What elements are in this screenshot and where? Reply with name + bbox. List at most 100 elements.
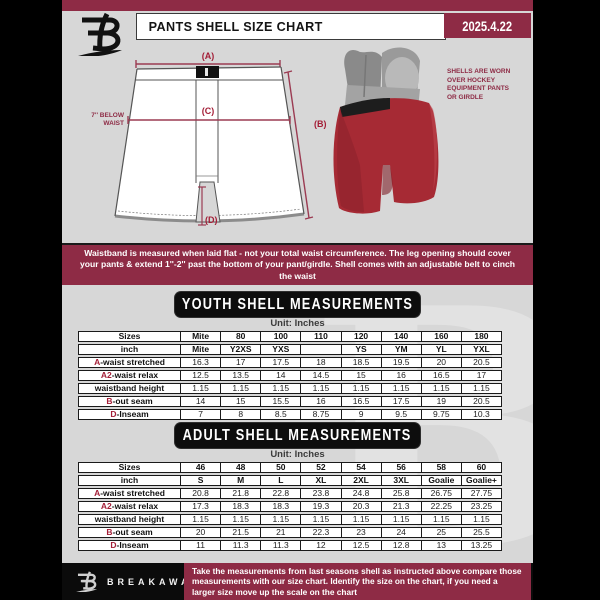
measurement-cell: 24.8	[341, 488, 382, 499]
measurement-cell: 12.8	[381, 540, 422, 551]
measurement-cell: 1.15	[261, 383, 302, 394]
youth-section-heading: YOUTH SHELL MEASUREMENTS	[175, 292, 420, 317]
measurement-cell: 16.5	[341, 396, 382, 407]
measurement-cell: 17.5	[261, 357, 302, 368]
measurement-cell	[301, 344, 342, 355]
top-accent-strip	[62, 0, 533, 11]
measurement-cell: 1.15	[341, 514, 382, 525]
notice-text: Waistband is measured when laid flat - n…	[79, 248, 516, 281]
measurement-cell: 1.15	[461, 383, 502, 394]
measurement-cell: Mite	[181, 344, 222, 355]
measurement-cell: 11	[181, 540, 222, 551]
label-b: (B)	[314, 119, 327, 129]
row-label: D-Inseam	[78, 409, 181, 420]
label-d: (D)	[205, 215, 218, 225]
youth-heading-text: YOUTH SHELL MEASUREMENTS	[181, 295, 414, 313]
table-row: A2-waist relax 12.5 13.5 14 14.5 15 16 16.5 17	[78, 370, 502, 381]
measurement-cell: 160	[421, 331, 462, 342]
row-label: A2-waist relax	[78, 501, 181, 512]
measurement-cell: 9.75	[421, 409, 462, 420]
footer-instructions-text: Take the measurements from last seasons …	[192, 566, 522, 597]
measurement-cell: 48	[221, 462, 262, 473]
measurement-cell: 20.5	[461, 357, 502, 368]
row-label: A2-waist relax	[78, 370, 181, 381]
measurement-cell: 1.15	[221, 514, 262, 525]
row-label: A-waist stretched	[78, 488, 181, 499]
measurement-cell: 20.3	[341, 501, 382, 512]
measurement-cell: 25.8	[381, 488, 422, 499]
measurement-cell: 12.5	[181, 370, 222, 381]
row-label-letter: B	[106, 527, 113, 537]
measurement-cell: 9	[341, 409, 382, 420]
measurement-cell: 23	[341, 527, 382, 538]
measurement-cell: 1.15	[221, 383, 262, 394]
adult-measurements-table: Sizes 46 48 50 52 54 56 58 60 inch S M L XL 2XL 3XL Goal…	[78, 460, 502, 553]
measurement-cell: YL	[421, 344, 462, 355]
measurement-cell: 9.5	[381, 409, 422, 420]
measurement-cell: 22.3	[301, 527, 342, 538]
table-row: A-waist stretched 16.3 17 17.5 18 18.5 19.5 20 2…	[78, 357, 502, 368]
measurement-cell: 120	[341, 331, 382, 342]
measurement-cell: 25.5	[461, 527, 502, 538]
measurement-cell: 16	[381, 370, 422, 381]
table-row: inch Mite Y2XS YXS YS YM YL YXL	[78, 344, 502, 355]
measurement-cell: 18.3	[261, 501, 302, 512]
measurement-cell: 12.5	[341, 540, 382, 551]
measurement-cell: 19.3	[301, 501, 342, 512]
table-row: B-out seam 20 21.5 21 22.3 23 24 25 25.5	[78, 527, 502, 538]
measurement-cell: 16	[301, 396, 342, 407]
measurement-cell: Y2XS	[221, 344, 262, 355]
measurement-cell: 1.15	[381, 383, 422, 394]
measurement-cell: 52	[301, 462, 342, 473]
table-row: waistband height 1.15 1.15 1.15 1.15 1.15 1.15…	[78, 514, 502, 525]
measurement-cell: 8.75	[301, 409, 342, 420]
adult-heading-text: ADULT SHELL MEASUREMENTS	[183, 426, 412, 444]
row-label: B-out seam	[78, 396, 181, 407]
measurement-cell: 16.3	[181, 357, 222, 368]
measurement-cell: 22.25	[421, 501, 462, 512]
table-row: B-out seam 14 15 15.5 16 16.5 17.5 19 20.5	[78, 396, 502, 407]
measurement-cell: 10.3	[461, 409, 502, 420]
page-title-box: PANTS SHELL SIZE CHART	[136, 13, 446, 40]
measurement-cell: YXL	[461, 344, 502, 355]
measurement-cell: M	[221, 475, 262, 486]
measurement-cell: 7	[181, 409, 222, 420]
measurement-cell: 1.15	[421, 514, 462, 525]
measurement-cell: 21.3	[381, 501, 422, 512]
row-label-letter: A	[94, 357, 101, 367]
measurement-cell: 26.75	[421, 488, 462, 499]
row-label: inch	[78, 344, 181, 355]
measurement-cell: 11.3	[221, 540, 262, 551]
row-label-letter: D	[110, 540, 117, 550]
measurement-cell: 180	[461, 331, 502, 342]
measurement-cell: YS	[341, 344, 382, 355]
measurement-cell: 1.15	[261, 514, 302, 525]
measurement-cell: 20	[421, 357, 462, 368]
measurement-cell: 17.3	[181, 501, 222, 512]
table-row: Sizes Mite 80 100 110 120 140 160 180	[78, 331, 502, 342]
measurement-cell: YM	[381, 344, 422, 355]
measurement-cell: 1.15	[421, 383, 462, 394]
row-label: B-out seam	[78, 527, 181, 538]
row-label: waistband height	[78, 514, 181, 525]
measurement-notice-banner: Waistband is measured when laid flat - n…	[62, 243, 533, 285]
measurement-cell: 46	[181, 462, 222, 473]
measurement-cell: 1.15	[341, 383, 382, 394]
row-label: A-waist stretched	[78, 357, 181, 368]
measurement-cell: 3XL	[381, 475, 422, 486]
youth-measurements-table: Sizes Mite 80 100 110 120 140 160 180 inch Mite Y2X…	[78, 329, 502, 422]
footer-bar: BREAKAWAY Take the measurements from las…	[62, 563, 533, 600]
row-label-letter: A	[94, 488, 101, 498]
measurement-cell: 54	[341, 462, 382, 473]
measurement-cell: 18.5	[341, 357, 382, 368]
measurement-cell: 13.5	[221, 370, 262, 381]
measurement-cell: 14	[261, 370, 302, 381]
measurement-cell: 110	[301, 331, 342, 342]
measurement-cell: 23.25	[461, 501, 502, 512]
measurement-cell: 100	[261, 331, 302, 342]
measurement-cell: 11.3	[261, 540, 302, 551]
measurement-cell: YXS	[261, 344, 302, 355]
measurement-cell: 60	[461, 462, 502, 473]
measurement-cell: 18	[301, 357, 342, 368]
